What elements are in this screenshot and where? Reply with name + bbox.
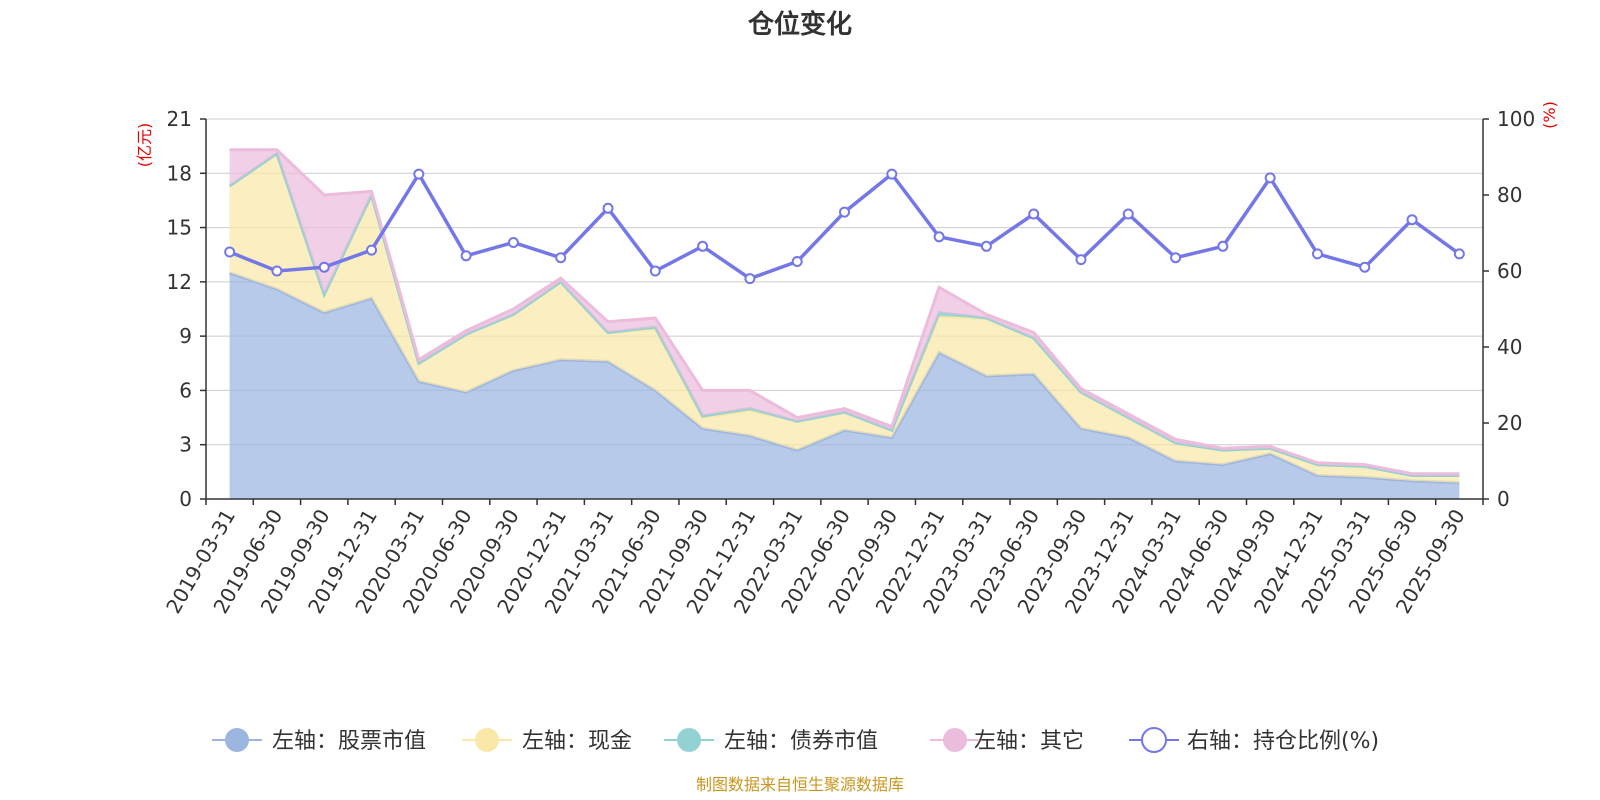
ratio-line — [224, 168, 1465, 285]
right-axis-unit: (%) — [1540, 101, 1559, 129]
ratio-point — [224, 246, 236, 258]
legend-swatch-circle — [1141, 727, 1167, 753]
ratio-point — [1264, 172, 1276, 184]
right-tick-label: 80 — [1497, 183, 1522, 207]
ratio-point — [839, 206, 850, 218]
ratio-point — [602, 202, 614, 214]
legend-swatch-circle — [677, 728, 701, 752]
ratio-point — [791, 256, 803, 267]
right-tick-label: 0 — [1497, 487, 1510, 511]
legend-label: 左轴：债券市值 — [724, 729, 878, 754]
ratio-point — [980, 240, 992, 252]
legend-item-1[interactable]: 左轴：现金 — [462, 728, 632, 754]
area-series-1 — [229, 153, 1460, 483]
legend-label: 左轴：股票市值 — [272, 729, 426, 754]
ratio-point — [413, 168, 425, 180]
right-tick-label: 60 — [1497, 259, 1522, 283]
legend-label: 右轴：持仓比例(%) — [1187, 729, 1379, 754]
right-tick-label: 100 — [1497, 107, 1535, 131]
left-tick-label: 15 — [167, 216, 192, 240]
left-tick-label: 12 — [167, 270, 192, 294]
left-axis-unit: (亿元) — [135, 123, 154, 168]
ratio-point — [933, 231, 945, 243]
legend-label: 左轴：现金 — [522, 729, 632, 754]
ratio-point — [1028, 208, 1040, 220]
ratio-point — [1217, 240, 1229, 252]
area-series-0 — [229, 272, 1460, 499]
legend-item-3[interactable]: 左轴：其它 — [930, 728, 1084, 754]
ratio-point — [460, 250, 472, 262]
ratio-point — [697, 240, 709, 252]
ratio-point — [555, 252, 567, 264]
area-series-3 — [229, 149, 1460, 476]
ratio-point — [1122, 208, 1134, 220]
legend-item-2[interactable]: 左轴：债券市值 — [664, 728, 878, 754]
legend-item-4[interactable]: 右轴：持仓比例(%) — [1129, 727, 1379, 754]
left-tick-label: 0 — [179, 487, 192, 511]
right-tick-label: 40 — [1497, 335, 1522, 359]
legend-item-0[interactable]: 左轴：股票市值 — [212, 728, 426, 754]
ratio-point — [1075, 254, 1087, 266]
ratio-point — [366, 244, 378, 256]
legend-swatch-circle — [475, 728, 499, 752]
left-tick-label: 9 — [179, 324, 192, 348]
right-tick-label: 20 — [1497, 411, 1522, 435]
left-tick-label: 21 — [167, 107, 192, 131]
ratio-point — [1453, 248, 1465, 260]
legend[interactable]: 左轴：股票市值 左轴：现金 左轴：债券市值 左轴：其它 右轴：持仓比例(%) — [212, 727, 1379, 754]
left-tick-label: 6 — [179, 378, 192, 402]
legend-label: 左轴：其它 — [974, 729, 1084, 754]
stacked-areas — [228, 148, 1460, 499]
ratio-point — [649, 265, 661, 277]
ratio-point — [1311, 248, 1323, 260]
ratio-point — [1406, 214, 1418, 226]
legend-swatch-circle — [225, 728, 249, 752]
ratio-line-path — [228, 170, 1461, 281]
left-tick-label: 18 — [167, 161, 192, 185]
area-edge-3 — [229, 148, 1460, 476]
ratio-point — [1170, 252, 1182, 264]
data-source-note: 制图数据来自恒生聚源数据库 — [696, 775, 904, 794]
left-tick-label: 3 — [179, 433, 192, 457]
ratio-point — [271, 265, 283, 277]
ratio-point — [744, 273, 756, 285]
ratio-point — [886, 168, 898, 180]
chart-title: 仓位变化 — [747, 9, 852, 40]
ratio-point — [1359, 261, 1371, 273]
legend-swatch-circle — [943, 728, 967, 752]
ratio-point — [507, 237, 519, 248]
ratio-point — [318, 261, 330, 273]
